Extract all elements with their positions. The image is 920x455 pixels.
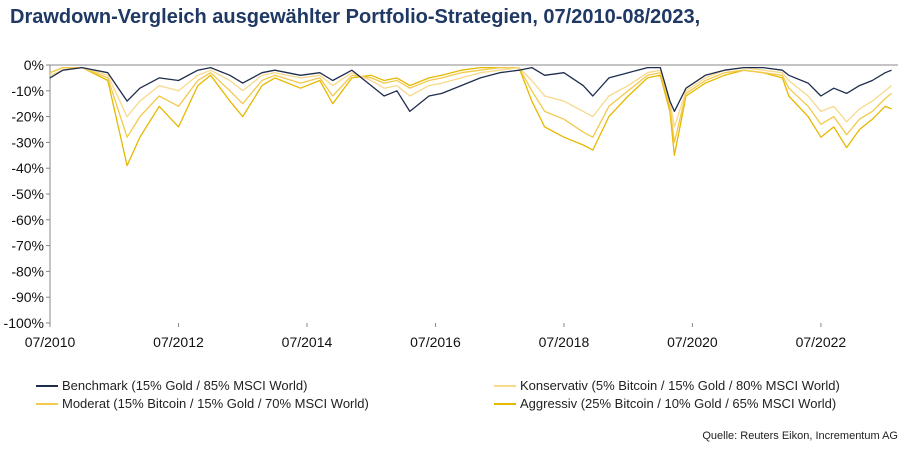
- legend-swatch-benchmark: [36, 384, 58, 387]
- legend-swatch-aggressiv: [494, 402, 516, 405]
- y-tick-label: -80%: [11, 263, 44, 279]
- y-tick-label: -20%: [11, 109, 44, 125]
- y-tick-label: -10%: [11, 83, 44, 99]
- x-axis: 07/2010 07/2012 07/2014 07/2016 07/2018 07/20…: [25, 64, 898, 350]
- x-tick-label: 07/2010: [25, 334, 76, 350]
- y-tick-label: -40%: [11, 160, 44, 176]
- series-line-2: [49, 66, 893, 144]
- legend-label-moderat: Moderat (15% Bitcoin / 15% Gold / 70% MS…: [62, 396, 369, 411]
- legend-label-konservativ: Konservativ (5% Bitcoin / 15% Gold / 80%…: [520, 378, 840, 393]
- legend-swatch-konservativ: [494, 384, 516, 387]
- legend-label-aggressiv: Aggressiv (25% Bitcoin / 10% Gold / 65% …: [520, 396, 837, 411]
- y-tick-label: 0%: [24, 57, 44, 73]
- series-line-1: [49, 66, 893, 128]
- y-tick-label: -100%: [4, 315, 44, 331]
- x-tick-label: 07/2014: [282, 334, 333, 350]
- x-tick-label: 07/2016: [410, 334, 461, 350]
- legend-item-aggressiv: Aggressiv (25% Bitcoin / 10% Gold / 65% …: [494, 396, 836, 411]
- x-tick-label: 07/2012: [153, 334, 204, 350]
- y-tick-label: -90%: [11, 289, 44, 305]
- source-note: Quelle: Reuters Eikon, Incrementum AG: [702, 430, 898, 442]
- y-tick-label: -60%: [11, 212, 44, 228]
- y-tick-label: -70%: [11, 238, 44, 254]
- legend-item-konservativ: Konservativ (5% Bitcoin / 15% Gold / 80%…: [494, 378, 840, 393]
- y-tick-label: -30%: [11, 134, 44, 150]
- x-tick-label: 07/2020: [667, 334, 718, 350]
- y-tick-label: -50%: [11, 186, 44, 202]
- chart-title: Drawdown-Vergleich ausgewählter Portfoli…: [10, 6, 701, 28]
- legend-label-benchmark: Benchmark (15% Gold / 85% MSCI World): [62, 378, 308, 393]
- series-line-0: [49, 66, 892, 113]
- x-tick-label: 07/2018: [539, 334, 590, 350]
- series-lines: [49, 66, 893, 167]
- legend-swatch-moderat: [36, 402, 58, 405]
- y-axis: 0% -10% -20% -30% -40% -50% -60% -70% -80% -90% -1…: [4, 57, 51, 331]
- x-tick-label: 07/2022: [796, 334, 847, 350]
- legend-item-benchmark: Benchmark (15% Gold / 85% MSCI World): [36, 378, 307, 393]
- legend-item-moderat: Moderat (15% Bitcoin / 15% Gold / 70% MS…: [36, 396, 369, 411]
